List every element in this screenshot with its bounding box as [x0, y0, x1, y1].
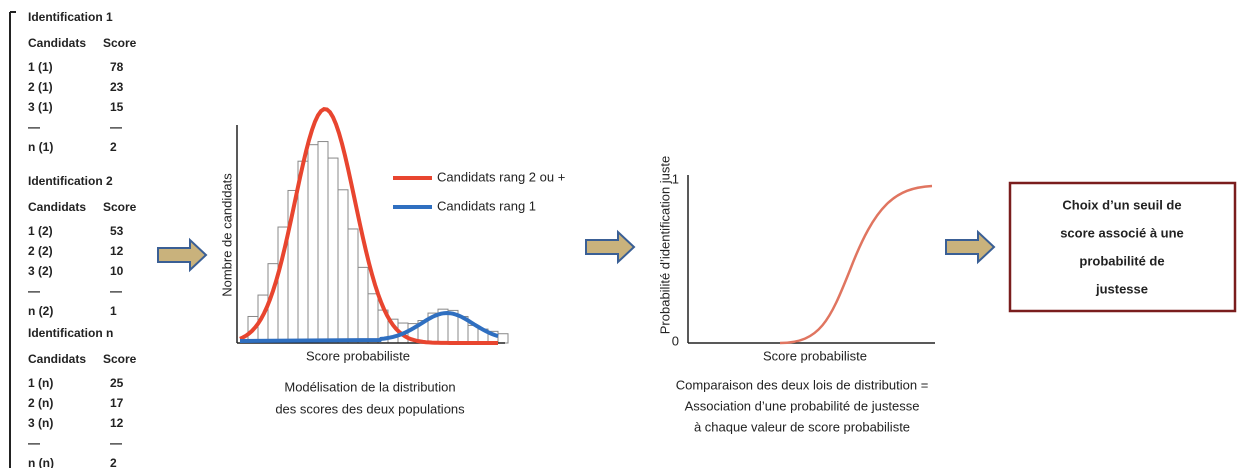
- arrows: [157, 229, 996, 273]
- curve-rank1: [239, 310, 499, 343]
- result-text: justesse: [1095, 281, 1148, 296]
- column-header: Score: [103, 352, 137, 366]
- column-header: Score: [103, 36, 137, 50]
- caption: des scores des deux populations: [275, 401, 465, 416]
- group-title: Identification n: [28, 326, 113, 340]
- cell: n (2): [28, 304, 53, 318]
- legend-label: Candidats rang 1: [437, 198, 536, 213]
- cell: 10: [110, 264, 124, 278]
- x-label: Score probabiliste: [763, 348, 867, 363]
- legend-label: Candidats rang 2 ou +: [437, 169, 565, 184]
- cell: 2 (n): [28, 396, 53, 410]
- result-text: Choix d’un seuil de: [1062, 197, 1181, 212]
- histogram-bar: [347, 228, 359, 344]
- cell: 1: [110, 304, 117, 318]
- cell: 1 (n): [28, 376, 53, 390]
- group-title: Identification 2: [28, 174, 113, 188]
- histogram-bar: [497, 333, 509, 344]
- cell: 3 (2): [28, 264, 53, 278]
- cell: —: [28, 436, 40, 450]
- caption: Association d’une probabilité de justess…: [685, 398, 920, 413]
- sigmoid-curve: [779, 184, 933, 345]
- cell: 1 (1): [28, 60, 53, 74]
- tick-label: 1: [672, 171, 679, 186]
- cell: 2 (1): [28, 80, 53, 94]
- result-box: [1008, 181, 1237, 313]
- histogram-bar: [357, 266, 369, 344]
- y-label: Nombre de candidats: [219, 173, 234, 297]
- cell: 2: [110, 140, 117, 154]
- cell: 3 (1): [28, 100, 53, 114]
- y-label: Probabilité d’identification juste: [657, 156, 672, 335]
- cell: —: [28, 284, 40, 298]
- cell: —: [28, 120, 40, 134]
- x-label: Score probabiliste: [306, 348, 410, 363]
- caption: à chaque valeur de score probabiliste: [694, 419, 910, 434]
- column-header: Candidats: [28, 36, 86, 50]
- cell: n (n): [28, 456, 54, 468]
- cell: 25: [110, 376, 124, 390]
- cell: —: [110, 120, 122, 134]
- result-text: score associé à une: [1060, 225, 1184, 240]
- column-header: Candidats: [28, 200, 86, 214]
- histogram-bar: [367, 293, 379, 344]
- cell: n (1): [28, 140, 53, 154]
- histogram-bar: [337, 189, 349, 344]
- cell: 3 (n): [28, 416, 53, 430]
- histogram-bar: [307, 144, 319, 344]
- curve-rank2: [239, 107, 498, 345]
- cell: —: [110, 436, 122, 450]
- cell: 15: [110, 100, 124, 114]
- cell: —: [110, 284, 122, 298]
- column-header: Candidats: [28, 352, 86, 366]
- cell: 78: [110, 60, 124, 74]
- cell: 23: [110, 80, 124, 94]
- tick-label: 0: [672, 333, 679, 348]
- column-header: Score: [103, 200, 137, 214]
- identification-list: Identification 1 Candidats Score 1 (1) 78 2 (…: [28, 10, 137, 468]
- cell: 12: [110, 244, 124, 258]
- caption: Modélisation de la distribution: [284, 379, 455, 394]
- arrow: [585, 229, 636, 265]
- cell: 2 (2): [28, 244, 53, 258]
- cell: 2: [110, 456, 117, 468]
- cell: 53: [110, 224, 124, 238]
- arrow: [157, 237, 208, 273]
- caption: Comparaison des deux lois de distributio…: [676, 377, 929, 392]
- cell: 17: [110, 396, 124, 410]
- cell: 12: [110, 416, 124, 430]
- result-text: probabilité de: [1079, 253, 1164, 268]
- histogram-bar: [327, 157, 339, 344]
- group-title: Identification 1: [28, 10, 113, 24]
- cell: 1 (2): [28, 224, 53, 238]
- arrow: [945, 229, 996, 265]
- histogram-bar: [317, 141, 329, 344]
